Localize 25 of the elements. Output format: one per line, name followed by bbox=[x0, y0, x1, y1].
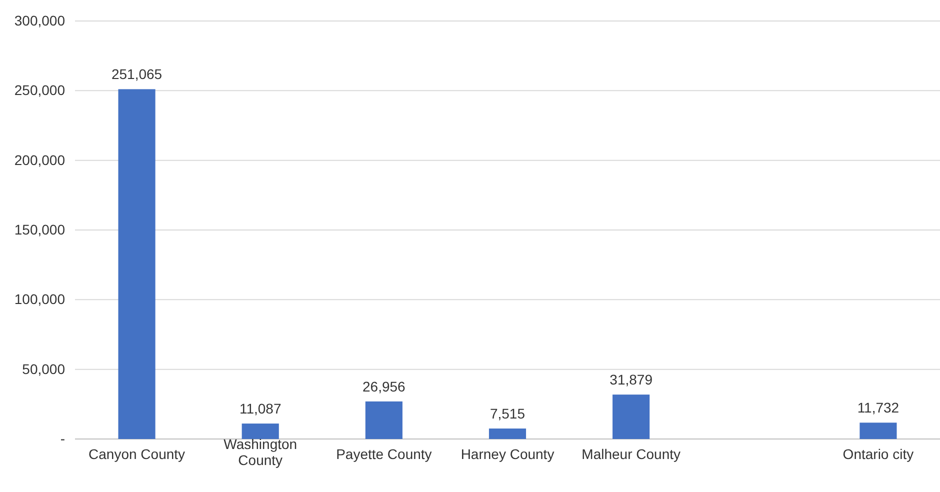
x-tick-label: Payette County bbox=[336, 446, 432, 462]
y-tick-label: 300,000 bbox=[14, 12, 66, 28]
data-label: 7,515 bbox=[490, 406, 526, 422]
data-label: 31,879 bbox=[610, 372, 653, 388]
x-tick-label: Harney County bbox=[460, 446, 554, 462]
x-tick-label: Washington County bbox=[224, 436, 298, 468]
bar bbox=[242, 424, 279, 439]
x-tick-label: Canyon County bbox=[88, 446, 186, 462]
y-tick-label: - bbox=[60, 430, 66, 446]
bar bbox=[365, 401, 402, 439]
y-tick-label: 200,000 bbox=[14, 152, 66, 168]
y-tick-label: 250,000 bbox=[14, 82, 66, 98]
y-tick-label: 50,000 bbox=[22, 360, 66, 377]
y-tick-label: 150,000 bbox=[14, 221, 66, 238]
bar bbox=[860, 422, 897, 439]
data-label: 11,732 bbox=[857, 400, 900, 416]
data-label: 251,065 bbox=[111, 66, 162, 82]
y-tick-label: 100,000 bbox=[14, 291, 66, 308]
data-label: 26,956 bbox=[362, 378, 406, 394]
bar bbox=[118, 89, 156, 439]
data-label: 11,087 bbox=[239, 400, 282, 417]
x-tick-label: Ontario city bbox=[842, 446, 914, 462]
bar bbox=[488, 428, 526, 439]
x-tick-label: Malheur County bbox=[582, 446, 680, 462]
bar bbox=[612, 394, 650, 439]
